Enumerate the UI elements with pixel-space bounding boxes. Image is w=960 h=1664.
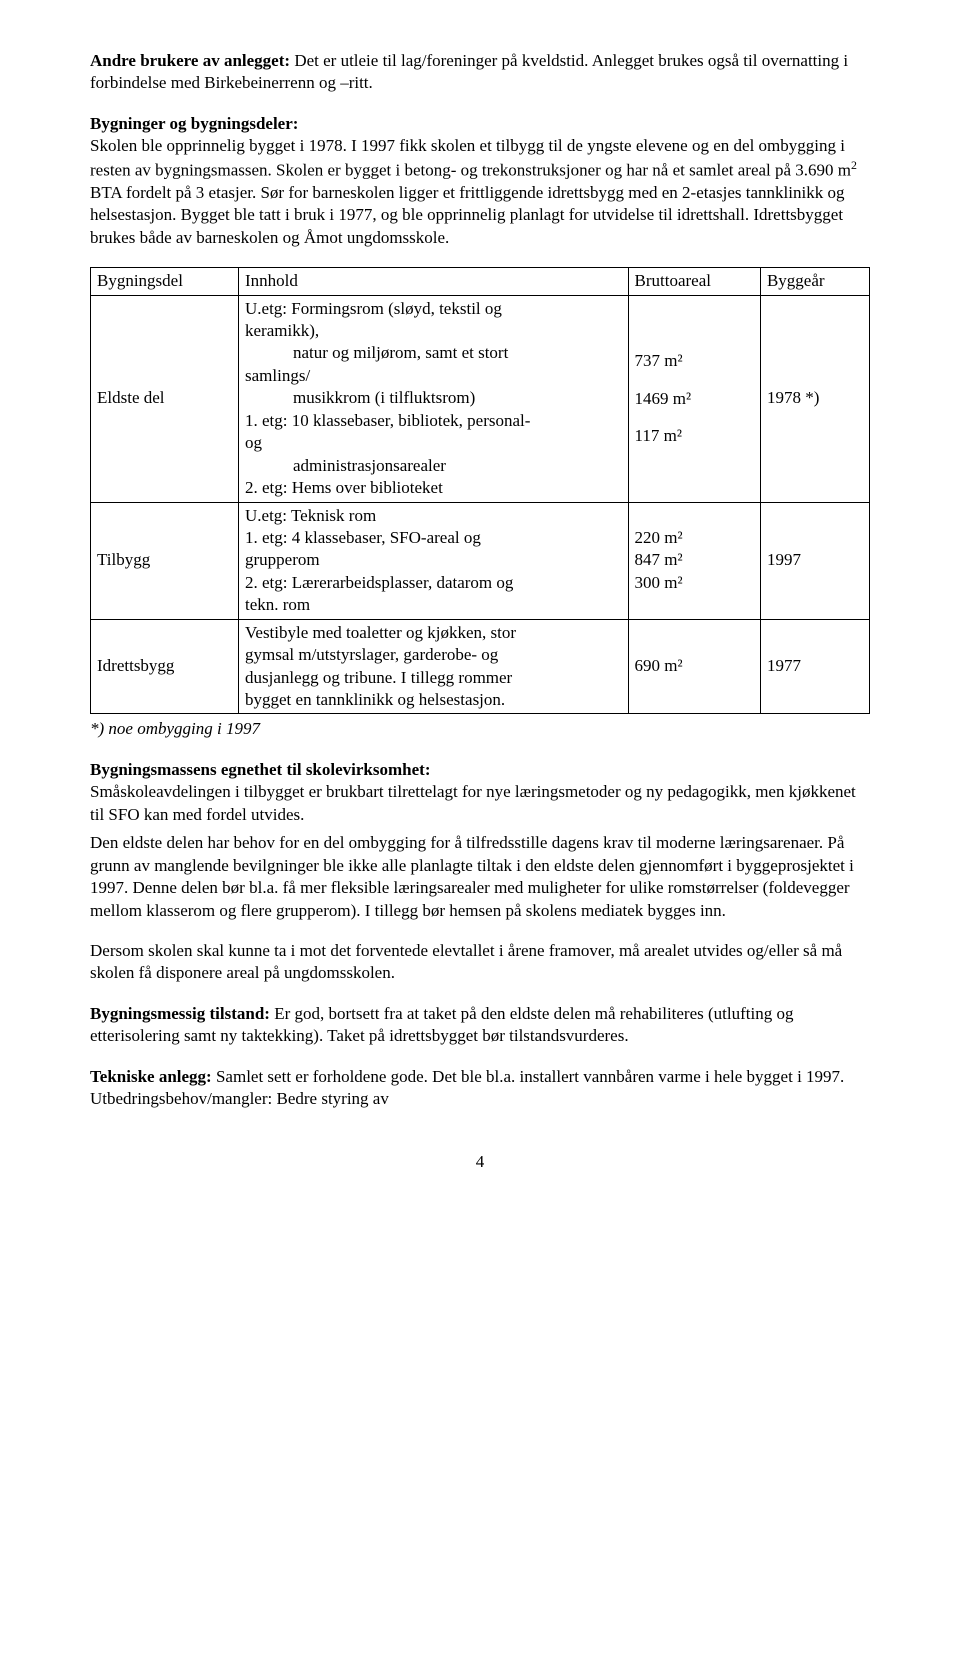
areal-value: 847 m²	[635, 550, 683, 569]
cell-innhold: U.etg: Teknisk rom 1. etg: 4 klassebaser…	[239, 502, 629, 619]
th-bygningsdel: Bygningsdel	[91, 268, 239, 295]
paragraph-suitability: Bygningsmassens egnethet til skolevirkso…	[90, 759, 870, 826]
cell-innhold: U.etg: Formingsrom (sløyd, tekstil og ke…	[239, 295, 629, 502]
paragraph-condition: Bygningsmessig tilstand: Er god, bortset…	[90, 1003, 870, 1048]
paragraph-users: Andre brukere av anlegget: Det er utleie…	[90, 50, 870, 95]
year-value: 1977	[767, 656, 801, 675]
th-byggear: Byggeår	[760, 268, 869, 295]
table-row: Tilbygg U.etg: Teknisk rom 1. etg: 4 kla…	[91, 502, 870, 619]
table-footnote: *) noe ombygging i 1997	[90, 718, 870, 740]
building-parts-table: Bygningsdel Innhold Bruttoareal Byggeår …	[90, 267, 870, 714]
superscript-2: 2	[851, 158, 857, 172]
areal-value: 220 m²	[635, 528, 683, 547]
document-page: Andre brukere av anlegget: Det er utleie…	[0, 0, 960, 1213]
year-value: 1997	[767, 550, 801, 569]
paragraph-suitability-b: Den eldste delen har behov for en del om…	[90, 832, 870, 922]
table-row: Eldste del U.etg: Formingsrom (sløyd, te…	[91, 295, 870, 502]
table-row: Idrettsbygg Vestibyle med toaletter og k…	[91, 619, 870, 714]
cell-areal: 220 m² 847 m² 300 m²	[628, 502, 760, 619]
label-technical: Tekniske anlegg:	[90, 1067, 212, 1086]
areal-value: 690 m²	[635, 656, 683, 675]
areal-value: 117 m²	[635, 426, 682, 445]
year-value: 1978 *)	[767, 388, 819, 407]
label-buildings: Bygninger og bygningsdeler:	[90, 114, 298, 133]
paragraph-capacity: Dersom skolen skal kunne ta i mot det fo…	[90, 940, 870, 985]
cell-text: Tilbygg	[97, 550, 150, 569]
text-suitability-a: Småskoleavdelingen i tilbygget er brukba…	[90, 782, 856, 823]
cell-areal: 737 m² 1469 m² 117 m²	[628, 295, 760, 502]
paragraph-buildings: Bygninger og bygningsdeler: Skolen ble o…	[90, 113, 870, 249]
th-innhold: Innhold	[239, 268, 629, 295]
cell-text: Idrettsbygg	[97, 656, 174, 675]
cell-year: 1978 *)	[760, 295, 869, 502]
text-buildings-a: Skolen ble opprinnelig bygget i 1978. I …	[90, 136, 851, 179]
label-users: Andre brukere av anlegget:	[90, 51, 290, 70]
paragraph-technical: Tekniske anlegg: Samlet sett er forholde…	[90, 1066, 870, 1111]
label-suitability: Bygningsmassens egnethet til skolevirkso…	[90, 760, 430, 779]
cell-bygningsdel: Idrettsbygg	[91, 619, 239, 714]
cell-bygningsdel: Eldste del	[91, 295, 239, 502]
cell-year: 1997	[760, 502, 869, 619]
cell-areal: 690 m²	[628, 619, 760, 714]
areal-value: 737 m²	[635, 351, 683, 370]
cell-bygningsdel: Tilbygg	[91, 502, 239, 619]
cell-text: Eldste del	[97, 388, 165, 407]
areal-value: 1469 m²	[635, 389, 692, 408]
areal-value: 300 m²	[635, 573, 683, 592]
text-buildings-b: BTA fordelt på 3 etasjer. Sør for barnes…	[90, 183, 844, 247]
cell-innhold: Vestibyle med toaletter og kjøkken, stor…	[239, 619, 629, 714]
page-number: 4	[90, 1151, 870, 1173]
label-condition: Bygningsmessig tilstand:	[90, 1004, 270, 1023]
th-bruttoareal: Bruttoareal	[628, 268, 760, 295]
cell-year: 1977	[760, 619, 869, 714]
table-header-row: Bygningsdel Innhold Bruttoareal Byggeår	[91, 268, 870, 295]
